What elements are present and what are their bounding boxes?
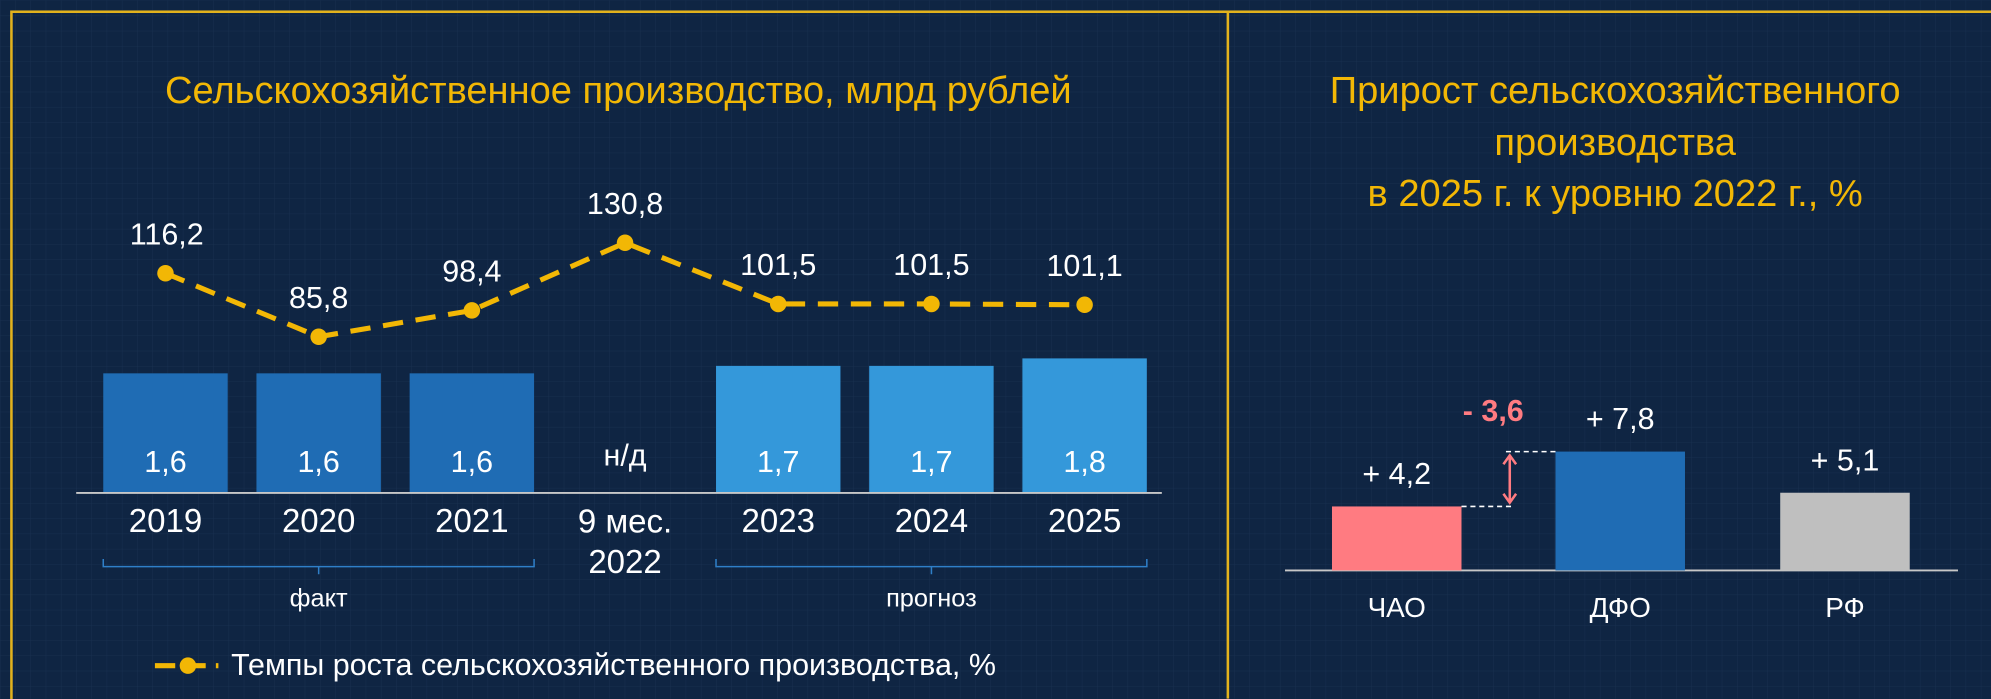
frame xyxy=(10,10,1991,699)
group-bracket xyxy=(102,559,535,575)
bar xyxy=(716,365,841,493)
bar-value-label: + 5,1 xyxy=(1811,443,1880,477)
line-value-label: 101,1 xyxy=(1046,249,1122,283)
difference-arrow xyxy=(1502,453,1518,505)
group-label: факт xyxy=(290,584,348,612)
x-tick-label: ДФО xyxy=(1590,592,1651,623)
x-tick-label-line: 9 мес. xyxy=(578,502,672,539)
x-tick-label: 2024 xyxy=(895,502,968,539)
bar xyxy=(409,373,535,493)
group-label: прогноз xyxy=(886,584,977,612)
bar xyxy=(1555,451,1685,571)
bar-value-label: 1,6 xyxy=(297,445,339,479)
chart-title: производства xyxy=(1494,122,1736,164)
line-value-label: 85,8 xyxy=(289,281,348,315)
line-point xyxy=(463,302,481,319)
line-point xyxy=(310,328,327,346)
bar xyxy=(1331,506,1462,571)
x-tick-label: 2020 xyxy=(282,502,355,539)
bar-value-label: 1,6 xyxy=(451,445,493,479)
line-point xyxy=(769,295,787,313)
chart-title: Сельскохозяйственное производство, млрд … xyxy=(165,70,1072,112)
x-tick-label-line: 2022 xyxy=(588,543,661,580)
x-tick-label: 9 мес. 2022 xyxy=(578,502,672,580)
x-tick-label: 2023 xyxy=(742,502,815,539)
line-point xyxy=(616,234,634,252)
bar xyxy=(256,373,381,493)
x-tick-label: 2021 xyxy=(435,502,508,539)
line-value-label: 130,8 xyxy=(587,187,663,221)
bar xyxy=(1022,358,1147,493)
line-point xyxy=(923,295,940,313)
chart-title: в 2025 г. к уровню 2022 г., % xyxy=(1368,173,1863,215)
bar xyxy=(1780,492,1910,571)
chart-title: Прирост сельскохозяйственного xyxy=(1330,70,1901,112)
bar-value-label: н/д xyxy=(604,438,647,472)
group-bracket xyxy=(715,559,1148,575)
bar-value-label: 1,6 xyxy=(144,445,186,479)
line-value-label: 98,4 xyxy=(442,255,501,289)
x-tick-label: РФ xyxy=(1825,592,1865,623)
bar-value-label: + 4,2 xyxy=(1362,457,1431,491)
annotation: - 3,6 xyxy=(1463,394,1524,428)
line-point xyxy=(1076,296,1093,314)
bar-value-label: 1,7 xyxy=(757,445,799,479)
bar-value-label: 1,7 xyxy=(910,445,952,479)
line-value-label: 116,2 xyxy=(130,217,204,251)
line-value-label: 101,5 xyxy=(740,248,816,282)
bar-value-label: + 7,8 xyxy=(1586,402,1655,436)
line-point xyxy=(157,264,174,282)
bar xyxy=(869,365,994,493)
legend-dot xyxy=(179,657,197,674)
bar xyxy=(103,373,228,493)
x-tick-label: 2025 xyxy=(1048,502,1121,539)
legend-label: Темпы роста сельскохозяйственного произв… xyxy=(231,648,996,682)
x-tick-label: ЧАО xyxy=(1368,592,1426,623)
x-tick-label: 2019 xyxy=(129,502,202,539)
bar-value-label: 1,8 xyxy=(1063,445,1105,479)
line-value-label: 101,5 xyxy=(893,248,969,282)
